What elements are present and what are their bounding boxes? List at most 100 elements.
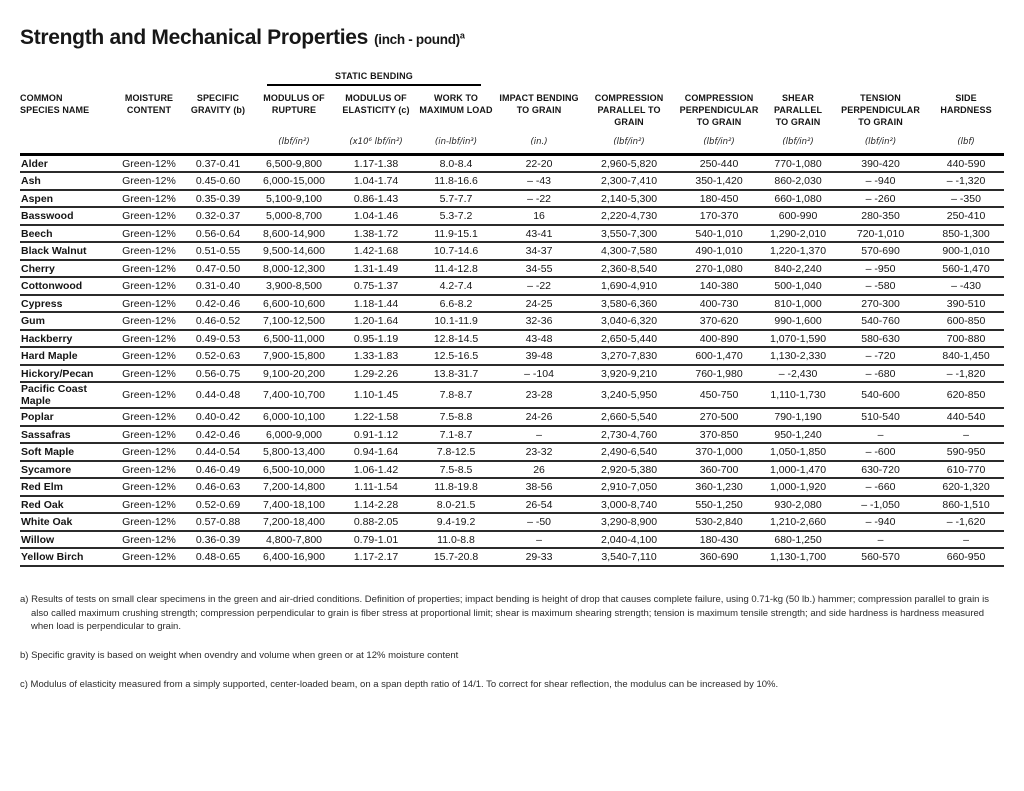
cell-impact_bending: – -43 [495, 172, 584, 191]
table-row: Cottonwood Green-12% 0.31-0.40 3,900-8,500 0… [20, 277, 1005, 296]
cell-modulus_of_elasticity: 0.88-2.05 [335, 513, 417, 532]
cell-moisture: Green-12% [115, 259, 183, 279]
cell-specific_gravity: 0.56-0.64 [183, 224, 253, 244]
cell-work_to_maximum_load: 11.0-8.8 [417, 530, 496, 550]
group-header-spacer-left [20, 68, 253, 86]
cell-shear_parallel: 1,000-1,920 [763, 478, 834, 497]
cell-impact_bending: 26-54 [495, 495, 584, 515]
cell-species: Hard Maple [20, 347, 115, 366]
table-row: Sycamore Green-12% 0.46-0.49 6,500-10,000 1.… [20, 460, 1005, 480]
cell-modulus_of_elasticity: 0.91-1.12 [335, 425, 417, 445]
cell-specific_gravity: 0.52-0.69 [183, 495, 253, 515]
cell-tension_perpendicular: – -950 [833, 259, 929, 279]
cell-specific_gravity: 0.44-0.48 [183, 382, 253, 410]
cell-compression_perpendicular: 450-750 [675, 382, 764, 410]
cell-shear_parallel: 500-1,040 [763, 277, 834, 296]
cell-specific_gravity: 0.36-0.39 [183, 530, 253, 550]
column-header-species: COMMON SPECIES NAME [20, 93, 90, 116]
cell-work_to_maximum_load: 13.8-31.7 [417, 364, 496, 384]
cell-species: Poplar [20, 408, 115, 427]
cell-moisture: Green-12% [115, 277, 183, 296]
table-row: Ash Green-12% 0.45-0.60 6,000-15,000 1.04-1.… [20, 172, 1005, 191]
cell-impact_bending: – -22 [495, 189, 584, 209]
static-bending-group-header: STATIC BENDING [253, 68, 495, 86]
cell-modulus_of_rupture: 6,600-10,600 [253, 294, 335, 314]
cell-species: Gum [20, 312, 115, 331]
cell-side_hardness: 440-540 [928, 408, 1005, 427]
cell-specific_gravity: 0.52-0.63 [183, 347, 253, 366]
unit-header-compression_perpendicular: (lbf/in²) [675, 128, 764, 157]
title-footnote-marker: a [459, 30, 465, 41]
unit-header-modulus_of_rupture: (lbf/in²) [253, 128, 335, 157]
cell-modulus_of_elasticity: 1.04-1.74 [335, 172, 417, 191]
table-row: White Oak Green-12% 0.57-0.88 7,200-18,400 0… [20, 513, 1005, 532]
cell-tension_perpendicular: – -600 [833, 443, 929, 462]
cell-impact_bending: – -50 [495, 513, 584, 532]
cell-tension_perpendicular: – -580 [833, 277, 929, 296]
cell-compression_perpendicular: 400-730 [675, 294, 764, 314]
cell-impact_bending: 24-26 [495, 408, 584, 427]
cell-work_to_maximum_load: 7.8-8.7 [417, 382, 496, 410]
cell-impact_bending: 26 [495, 460, 584, 480]
strength-properties-table: STATIC BENDING COMMON SPECIES NAME MOISTU… [20, 68, 1005, 567]
cell-modulus_of_rupture: 7,200-14,800 [253, 478, 335, 497]
cell-moisture: Green-12% [115, 530, 183, 550]
cell-species: Basswood [20, 207, 115, 226]
cell-moisture: Green-12% [115, 242, 183, 261]
column-header-modulus_of_elasticity: MODULUS OF ELASTICITY (c) [342, 93, 410, 116]
cell-shear_parallel: 1,050-1,850 [763, 443, 834, 462]
table-row: Poplar Green-12% 0.40-0.42 6,000-10,100 1.22… [20, 408, 1005, 427]
title-main: Strength and Mechanical Properties [20, 26, 369, 49]
cell-species: Ash [20, 172, 115, 191]
footnote-c: c) Modulus of elasticity measured from a… [20, 678, 779, 690]
cell-specific_gravity: 0.46-0.49 [183, 460, 253, 480]
column-header-side_hardness: SIDE HARDNESS [940, 93, 992, 116]
unit-header-work_to_maximum_load: (in-lbf/in³) [417, 128, 496, 157]
cell-modulus_of_elasticity: 1.38-1.72 [335, 224, 417, 244]
cell-impact_bending: 43-41 [495, 224, 584, 244]
cell-compression_parallel: 2,300-7,410 [583, 172, 676, 191]
cell-side_hardness: 850-1,300 [928, 224, 1005, 244]
cell-side_hardness: 860-1,510 [928, 495, 1005, 515]
cell-moisture: Green-12% [115, 443, 183, 462]
table-row: Red Oak Green-12% 0.52-0.69 7,400-18,100 1.1… [20, 495, 1005, 515]
cell-impact_bending: 34-55 [495, 259, 584, 279]
unit-header-specific_gravity [183, 128, 253, 157]
cell-species: Red Elm [20, 478, 115, 497]
cell-modulus_of_rupture: 5,100-9,100 [253, 189, 335, 209]
table-row: Basswood Green-12% 0.32-0.37 5,000-8,700 1.0… [20, 207, 1005, 226]
cell-moisture: Green-12% [115, 548, 183, 567]
cell-side_hardness: 440-590 [928, 154, 1005, 174]
unit-header-moisture [115, 128, 183, 157]
cell-modulus_of_rupture: 4,800-7,800 [253, 530, 335, 550]
cell-modulus_of_rupture: 6,500-10,000 [253, 460, 335, 480]
cell-modulus_of_elasticity: 1.17-2.17 [335, 548, 417, 567]
cell-tension_perpendicular: 510-540 [833, 408, 929, 427]
cell-modulus_of_elasticity: 1.42-1.68 [335, 242, 417, 261]
cell-modulus_of_elasticity: 1.14-2.28 [335, 495, 417, 515]
cell-compression_parallel: 2,360-8,540 [583, 259, 676, 279]
page-title: Strength and Mechanical Properties (inch … [20, 26, 1004, 50]
cell-moisture: Green-12% [115, 294, 183, 314]
table-header: STATIC BENDING COMMON SPECIES NAME MOISTU… [20, 68, 1005, 157]
cell-work_to_maximum_load: 11.9-15.1 [417, 224, 496, 244]
cell-modulus_of_rupture: 6,000-10,100 [253, 408, 335, 427]
cell-side_hardness: – [928, 425, 1005, 445]
cell-specific_gravity: 0.48-0.65 [183, 548, 253, 567]
cell-moisture: Green-12% [115, 425, 183, 445]
cell-shear_parallel: 770-1,080 [763, 154, 834, 174]
cell-modulus_of_rupture: 7,400-10,700 [253, 382, 335, 410]
cell-species: Beech [20, 224, 115, 244]
cell-species: Black Walnut [20, 242, 115, 261]
table-row: Pacific Coast Maple Green-12% 0.44-0.48 7,4… [20, 382, 1005, 410]
column-header-moisture: MOISTURE CONTENT [124, 93, 174, 116]
cell-shear_parallel: 1,210-2,660 [763, 513, 834, 532]
cell-modulus_of_elasticity: 1.04-1.46 [335, 207, 417, 226]
cell-shear_parallel: 1,290-2,010 [763, 224, 834, 244]
cell-moisture: Green-12% [115, 312, 183, 331]
unit-header-species [20, 128, 115, 157]
cell-modulus_of_elasticity: 0.86-1.43 [335, 189, 417, 209]
cell-tension_perpendicular: 570-690 [833, 242, 929, 261]
cell-modulus_of_rupture: 5,000-8,700 [253, 207, 335, 226]
cell-compression_parallel: 2,920-5,380 [583, 460, 676, 480]
